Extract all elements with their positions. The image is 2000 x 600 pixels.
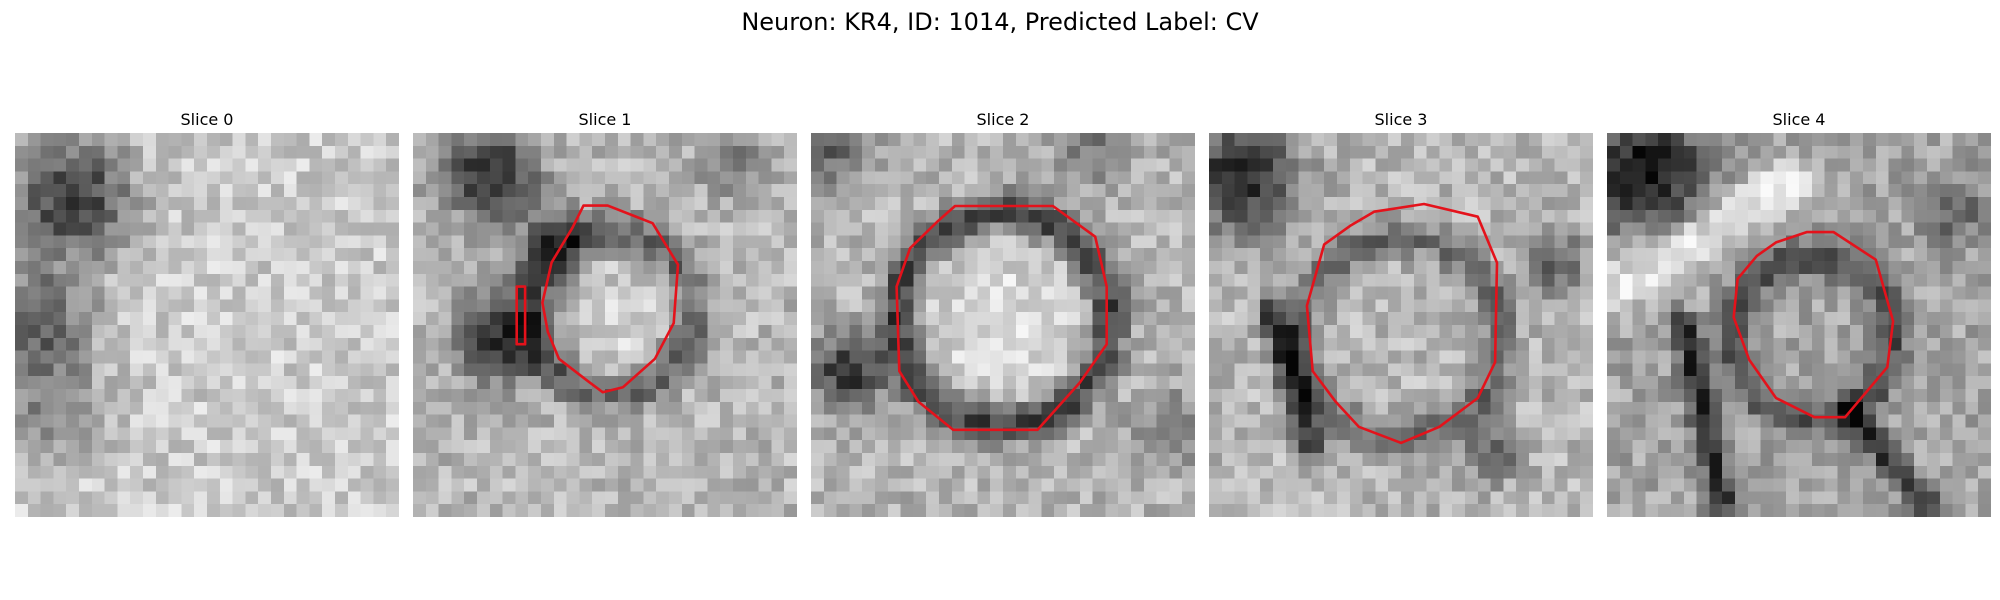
pixel-grid [1209,133,1593,517]
slice-title-3: Slice 3 [1374,110,1428,129]
slice-image-0 [15,133,399,517]
pixel-grid [811,133,1195,517]
slice-title-0: Slice 0 [180,110,234,129]
pixel-grid [1607,133,1991,517]
slice-panel-2: Slice 2 [811,108,1195,517]
slice-image-3 [1209,133,1593,517]
slice-title-2: Slice 2 [976,110,1030,129]
slice-panel-0: Slice 0 [15,108,399,517]
slice-panel-4: Slice 4 [1607,108,1991,517]
slice-image-2 [811,133,1195,517]
slice-panel-1: Slice 1 [413,108,797,517]
pixel-grid [15,133,399,517]
segmentation-contour [515,285,527,346]
segmentation-contour [1732,230,1895,419]
figure-title: Neuron: KR4, ID: 1014, Predicted Label: … [741,8,1259,36]
segmentation-contour [895,204,1109,432]
segmentation-contour [1305,202,1499,445]
slice-title-1: Slice 1 [578,110,632,129]
pixel-grid [413,133,797,517]
slice-image-4 [1607,133,1991,517]
slice-title-4: Slice 4 [1772,110,1826,129]
slice-panel-3: Slice 3 [1209,108,1593,517]
segmentation-contour [541,204,680,394]
slice-image-1 [413,133,797,517]
